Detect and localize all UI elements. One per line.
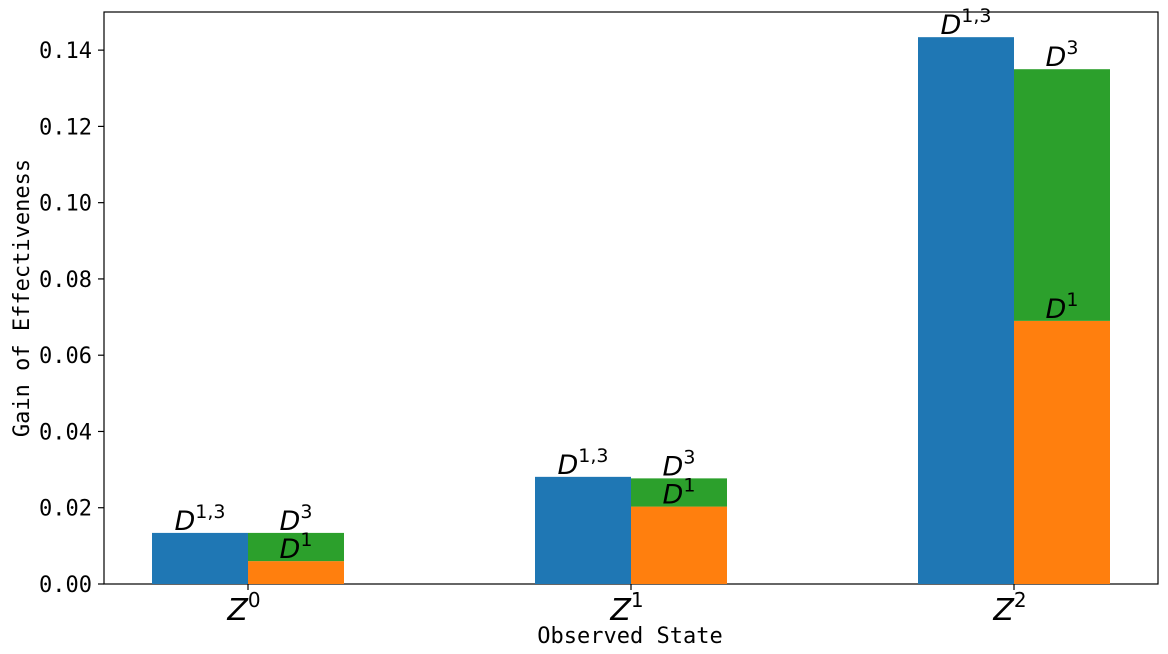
bar-d1 bbox=[248, 561, 344, 584]
bar-label-d3: D3 bbox=[1046, 37, 1079, 73]
y-tick-label: 0.06 bbox=[39, 344, 92, 369]
y-tick-label: 0.08 bbox=[39, 268, 92, 293]
bar-d3 bbox=[1014, 69, 1110, 321]
y-tick-label: 0.10 bbox=[39, 192, 92, 217]
bar-label-d1: D1 bbox=[280, 529, 313, 565]
bar-d13 bbox=[535, 476, 631, 584]
bar-d3 bbox=[248, 532, 344, 562]
y-tick-label: 0.00 bbox=[39, 573, 92, 598]
y-axis: 0.00 0.02 0.04 0.06 0.08 0.10 0.12 0.14 bbox=[39, 39, 104, 598]
y-tick-label: 0.14 bbox=[39, 39, 92, 64]
x-axis-title: Observed State bbox=[537, 624, 722, 649]
y-tick-label: 0.02 bbox=[39, 497, 92, 522]
bar-label-d13: D1,3 bbox=[940, 5, 991, 41]
y-tick-label: 0.04 bbox=[39, 420, 92, 445]
y-axis-title: Gain of Effectiveness bbox=[10, 159, 35, 437]
bar-d1 bbox=[1014, 320, 1110, 584]
bar-label-d3: D3 bbox=[663, 446, 696, 482]
bar-d3 bbox=[631, 478, 727, 507]
bars-group bbox=[152, 37, 1110, 585]
bar-d13 bbox=[152, 532, 248, 584]
x-tick-label: Z1 bbox=[609, 588, 643, 628]
bar-d1 bbox=[631, 506, 727, 584]
bar-label-d13: D1,3 bbox=[174, 501, 225, 537]
x-axis: Z0 Z1 Z2 bbox=[226, 584, 1027, 628]
x-tick-label: Z2 bbox=[992, 588, 1026, 628]
bar-label-d1: D1 bbox=[663, 475, 696, 511]
bar-d13 bbox=[918, 37, 1014, 585]
bar-label-d3: D3 bbox=[280, 501, 313, 537]
x-tick-label: Z0 bbox=[226, 588, 260, 628]
bar-label-d1: D1 bbox=[1046, 289, 1079, 325]
y-tick-label: 0.12 bbox=[39, 115, 92, 140]
bar-label-d13: D1,3 bbox=[557, 445, 608, 481]
